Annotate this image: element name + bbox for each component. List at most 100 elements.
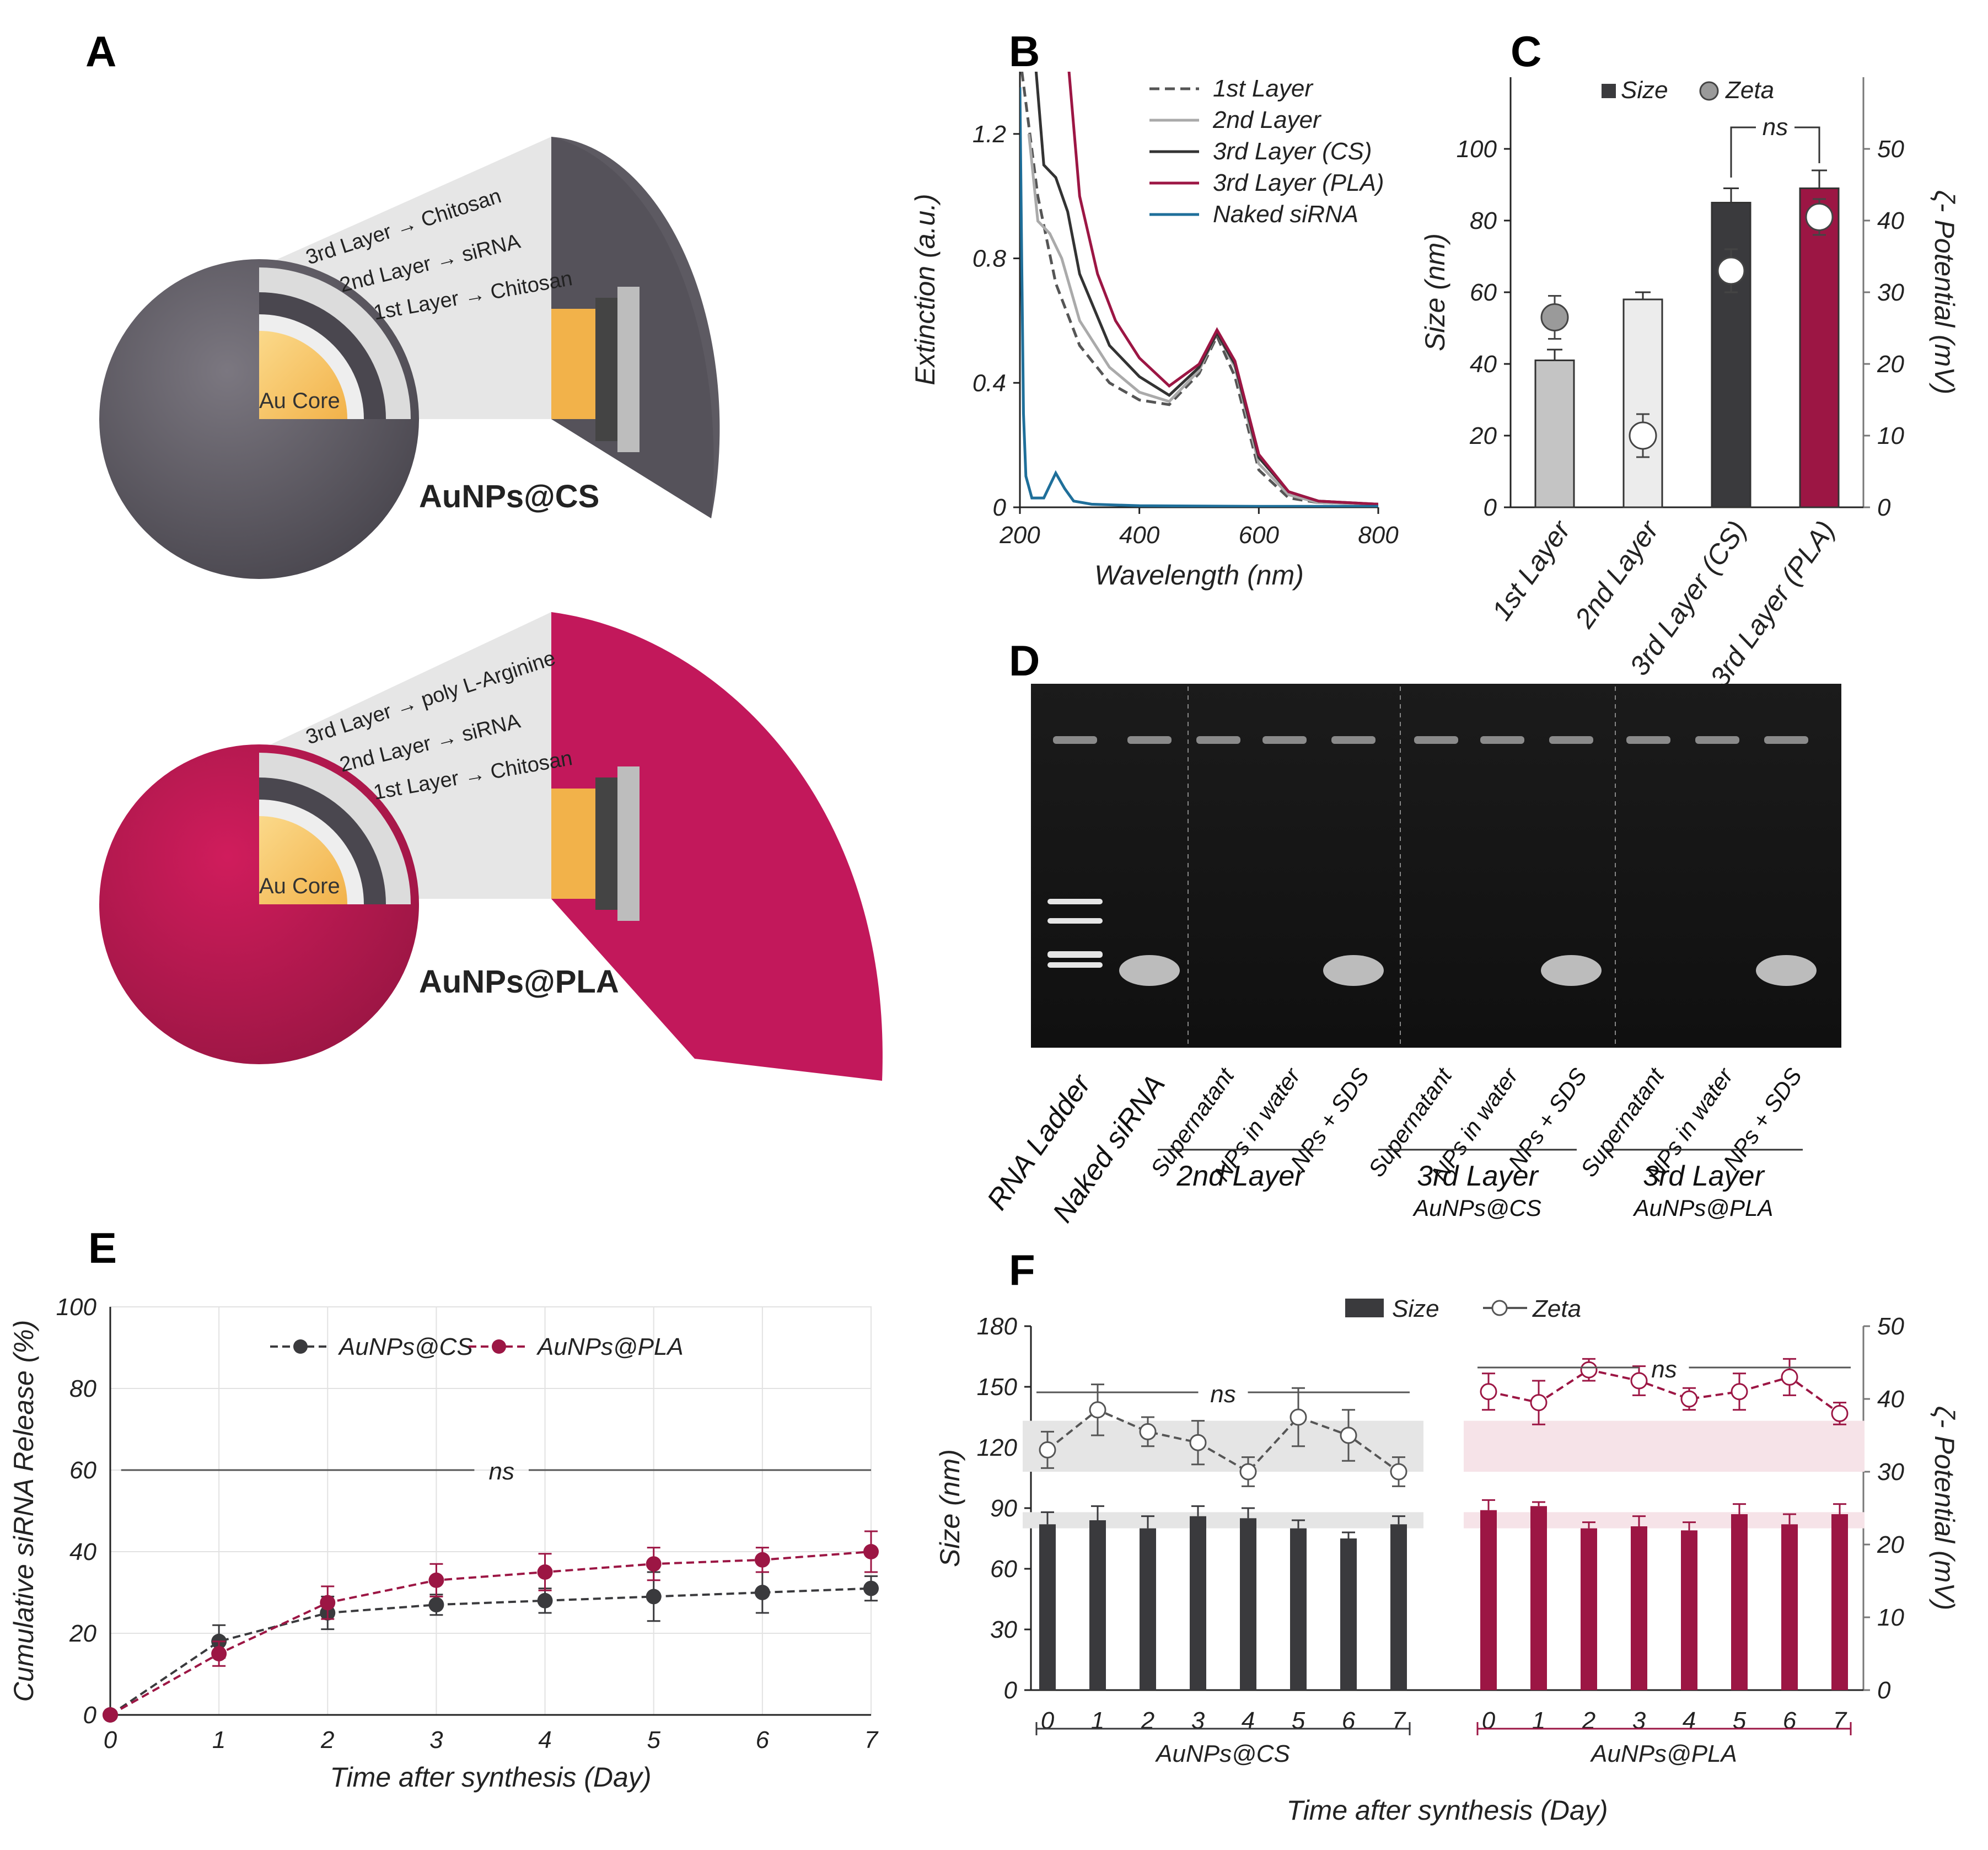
ns-label: ns [1651,1356,1677,1383]
group-sublabel: AuNPs@CS [1412,1195,1541,1221]
x-axis-label: Wavelength (nm) [1094,560,1304,591]
ladder-band [1047,899,1103,904]
x-tick-label: 6 [1342,1707,1356,1734]
well-band [1480,736,1524,744]
x-tick-label: 1 [212,1726,225,1754]
y-tick-label: 20 [1469,422,1497,449]
pla-slice-layer2 [617,766,640,921]
zeta-point [1289,1408,1307,1426]
zeta-point [1390,1463,1407,1481]
cs-slice-layer1 [595,298,617,441]
gel-image [1031,684,1841,1048]
size-bar [1089,1520,1106,1690]
data-point [103,1707,118,1723]
zeta-point [1340,1427,1357,1444]
panel-b: B 0 0.4 0.8 1.2 200 400 600 800 Wavelength (nm) E… [910,27,1399,591]
y-tick-label: 0 [993,494,1007,521]
y-tick-label: 0 [83,1702,97,1729]
size-bar [1631,1526,1647,1690]
x-tick-label: 6 [756,1726,770,1754]
legend-label: 1st Layer [1213,75,1314,102]
series-line-5 [1020,87,1378,507]
y-tick-label: 80 [69,1375,96,1402]
x-tick-label: 2 [320,1726,334,1754]
y2-tick-label: 30 [1877,1458,1904,1486]
data-point [211,1646,227,1661]
gel-bands [1047,687,1817,1045]
cs-name-label: AuNPs@CS [419,479,599,514]
zeta-point [1189,1434,1207,1451]
legend-label: 3rd Layer (PLA) [1213,169,1384,196]
zeta-point [1781,1368,1798,1386]
x-tick-label: 800 [1358,522,1399,549]
ladder-band [1047,962,1103,968]
x-tick-label: 5 [1733,1707,1747,1734]
y2-tick-label: 10 [1877,422,1904,449]
group-label: 2nd Layer [1176,1160,1305,1192]
cs-core-label: Au Core [259,389,340,413]
panel-e: E 0 20 40 60 80 100 0 1 2 3 4 5 6 7 Time after synthes… [8,1224,879,1793]
zeta-point [1680,1390,1698,1408]
pla-outer-slice [551,612,883,1081]
zeta-point [1139,1423,1157,1440]
x-tick-label: 5 [1292,1707,1305,1734]
x-tick-label: 3 [1632,1707,1646,1734]
y2-tick-label: 20 [1877,351,1904,378]
well-band [1262,736,1307,744]
zeta-point [1731,1383,1748,1401]
y2-tick-label: 50 [1877,1313,1904,1340]
well-band [1626,736,1670,744]
panel-label-b: B [1009,27,1040,76]
y-tick-label: 80 [1470,207,1497,234]
legend-label: AuNPs@PLA [536,1333,684,1360]
x-tick-label: 1 [1532,1707,1545,1734]
y-tick-label: 60 [69,1457,96,1484]
series-line [109,1587,872,1716]
legend-size-swatch [1345,1299,1384,1317]
zeta-point [1530,1394,1548,1412]
data-point [320,1595,336,1611]
y-tick-label: 100 [1457,136,1497,163]
x-tick-label: 0 [104,1726,117,1754]
pla-name-label: AuNPs@PLA [419,964,619,1000]
y-tick-label: 0 [1484,494,1497,521]
size-bar [1480,1510,1497,1690]
size-bar [1781,1524,1798,1690]
size-zeta-chart: 0 20 40 60 80 100 0 10 20 30 40 50 Size (nm) ζ- Poten… [1420,77,1960,692]
y2-axis-label: ζ- Potential (mV) [1929,1406,1960,1610]
y-tick-label: 150 [977,1374,1018,1401]
pla-slice-core [551,789,595,899]
data-point [863,1544,879,1559]
x-tick-label: 7 [1833,1707,1847,1734]
y-tick-label: 60 [990,1556,1017,1583]
ns-label: ns [1210,1381,1235,1408]
y2-tick-label: 40 [1877,207,1904,234]
ladder-band [1047,951,1103,958]
size-bar [1799,187,1840,508]
x-tick-label: 4 [1242,1707,1255,1734]
ns-bracket-bg [1756,111,1794,138]
aunps-pla-illustration: Au Core 3rd Layer → poly L-Arginine 2nd … [99,612,883,1081]
well-band [1331,736,1376,744]
well-band [1414,736,1458,744]
size-bar [1340,1538,1357,1690]
data-point [754,1585,770,1600]
x-tick-label: 5 [647,1726,660,1754]
y2-tick-label: 0 [1877,1677,1891,1704]
y2-tick-label: 50 [1877,136,1904,163]
well-band [1127,736,1172,744]
y-tick-label: 60 [1470,279,1497,306]
size-bar [1681,1530,1697,1690]
panel-c: C 0 20 40 60 80 100 0 10 20 30 40 50 Size (nm) ζ- Pot… [1420,27,1960,692]
well-band [1764,736,1808,744]
legend-marker [293,1339,308,1354]
zeta-line [1488,1369,1841,1415]
aunps-cs-illustration: Au Core 3rd Layer → Chitosan 2nd Layer →… [99,137,720,579]
x-tick-label: 0 [1041,1707,1055,1734]
x-tick-label: 2 [1582,1707,1595,1734]
x-tick-label: 2nd Layer [1568,514,1665,634]
extinction-chart: 0 0.4 0.8 1.2 200 400 600 800 Wavelength (nm) Ext… [910,72,1399,591]
zeta-point [1540,303,1569,331]
x-tick-label: 1st Layer [1486,514,1577,626]
